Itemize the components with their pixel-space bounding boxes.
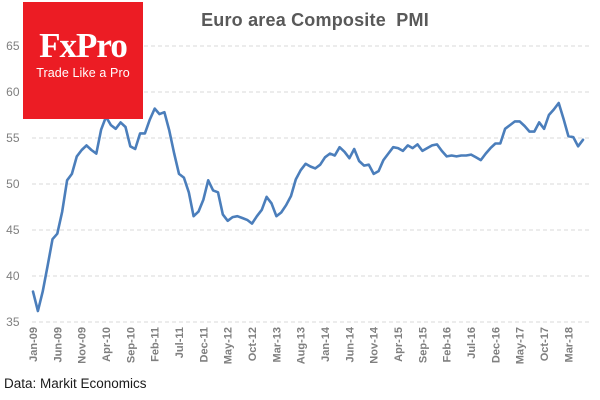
x-axis-tick-Dec-11: Dec-11 <box>198 327 210 362</box>
x-axis-tick-Dec-16: Dec-16 <box>490 327 502 363</box>
x-axis-tick-May-12: May-12 <box>223 327 235 364</box>
y-axis-tick-55: 55 <box>6 131 20 145</box>
x-axis-tick-Jul-11: Jul-11 <box>174 327 186 358</box>
x-axis-tick-Apr-15: Apr-15 <box>393 327 405 362</box>
x-axis-tick-Nov-09: Nov-09 <box>77 327 89 364</box>
y-axis-tick-60: 60 <box>6 85 20 99</box>
data-source-note: Data: Markit Economics <box>4 376 147 391</box>
fxpro-logo-wordmark: FxPro <box>39 26 128 65</box>
fxpro-logo-tagline: Trade Like a Pro <box>36 66 130 80</box>
x-axis-tick-Jan-14: Jan-14 <box>320 326 332 362</box>
x-axis-tick-Aug-13: Aug-13 <box>296 327 308 364</box>
x-axis-tick-Feb-16: Feb-16 <box>442 327 454 362</box>
y-axis-tick-40: 40 <box>6 269 20 283</box>
chart-title: Euro area Composite PMI <box>201 10 429 30</box>
x-axis-tick-Mar-18: Mar-18 <box>563 327 575 362</box>
x-axis-tick-Oct-17: Oct-17 <box>539 327 551 361</box>
y-axis-tick-50: 50 <box>6 177 20 191</box>
x-axis-tick-Feb-11: Feb-11 <box>150 327 162 362</box>
x-axis-tick-Sep-15: Sep-15 <box>417 327 429 363</box>
y-axis-tick-35: 35 <box>6 315 20 329</box>
y-axis-tick-45: 45 <box>6 223 20 237</box>
x-axis-tick-Oct-12: Oct-12 <box>247 327 259 361</box>
fxpro-logo: FxPro Trade Like a Pro <box>23 2 143 119</box>
x-axis-tick-Jun-14: Jun-14 <box>344 326 356 362</box>
x-axis-tick-May-17: May-17 <box>515 327 527 364</box>
x-axis-tick-Sep-10: Sep-10 <box>125 327 137 363</box>
x-axis-tick-Jul-16: Jul-16 <box>466 327 478 359</box>
x-axis-tick-Apr-10: Apr-10 <box>101 327 113 362</box>
pmi-series-line <box>31 101 585 313</box>
x-axis-tick-Jan-09: Jan-09 <box>28 327 40 362</box>
y-axis-tick-65: 65 <box>6 39 20 53</box>
x-axis-tick-Mar-13: Mar-13 <box>271 327 283 362</box>
x-axis-tick-Jun-09: Jun-09 <box>52 327 64 362</box>
x-axis-tick-Nov-14: Nov-14 <box>369 326 381 364</box>
